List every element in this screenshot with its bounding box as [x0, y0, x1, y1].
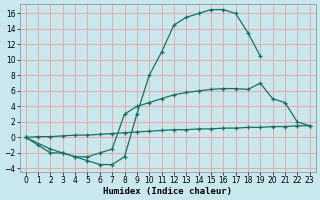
X-axis label: Humidex (Indice chaleur): Humidex (Indice chaleur)	[103, 187, 232, 196]
